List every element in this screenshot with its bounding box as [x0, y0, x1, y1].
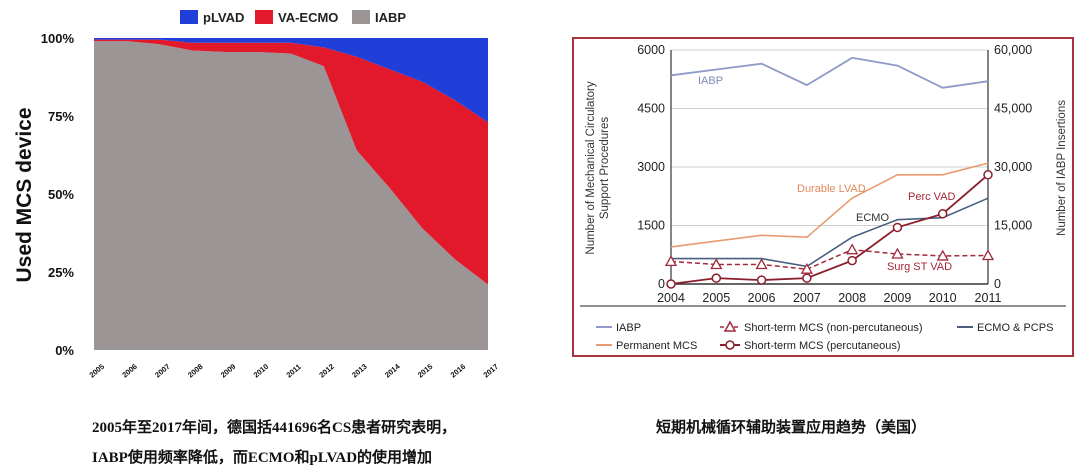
- legend-label-iabp: IABP: [375, 10, 406, 25]
- left-x-ticks: 2005 2006 2007 2008 2009 2010 2011 2012 2013 2014…: [88, 361, 501, 379]
- right-y-left-tick-label: 6000: [637, 43, 665, 57]
- right-y-right-tick-label: 15,000: [994, 219, 1032, 233]
- left-y-tick-label: 100%: [41, 31, 75, 46]
- legend-text-short-nonperc: Short-term MCS (non-percutaneous): [744, 322, 923, 334]
- left-x-tick-label: 2008: [186, 362, 205, 380]
- right-y-right-tick-label: 0: [994, 277, 1001, 291]
- legend-swatch-iabp: [352, 10, 370, 24]
- series-line-permanent-mcs: [670, 162, 989, 248]
- left-legend: pLVAD VA-ECMO IABP: [180, 10, 406, 25]
- point-marker-short-term-mcs-percutaneous: [756, 275, 767, 285]
- series-line-short-term-mcs-non-percutaneous: [670, 248, 989, 270]
- right-series-lines: [664, 56, 995, 289]
- caption-left-line1: 2005年至2017年间，德国括441696名CS患者研究表明，: [92, 420, 457, 436]
- annot-ecmo: ECMO: [856, 212, 889, 224]
- left-x-tick-label: 2010: [252, 362, 271, 380]
- right-x-tick-label: 2005: [702, 291, 730, 305]
- right-y-right-title: Number of IABP Insertions: [1056, 100, 1068, 236]
- left-x-tick-label: 2012: [317, 362, 336, 380]
- right-y-right-tick-label: 45,000: [994, 102, 1032, 116]
- point-marker-short-term-mcs-percutaneous: [847, 255, 857, 266]
- series-line-ecmo-pcps: [671, 197, 989, 268]
- right-x-tick-label: 2008: [838, 291, 866, 305]
- left-y-ticks: 100% 75% 50% 25% 0%: [41, 31, 75, 358]
- legend-label-plvad: pLVAD: [203, 10, 244, 25]
- left-y-tick-label: 0%: [55, 343, 74, 358]
- annot-iabp: IABP: [698, 75, 723, 87]
- left-x-tick-label: 2006: [120, 362, 139, 380]
- right-x-tick-label: 2010: [929, 291, 957, 305]
- left-x-tick-label: 2013: [350, 362, 369, 380]
- legend-marker-circle: [725, 340, 735, 350]
- left-area-iabp: [94, 41, 488, 350]
- right-gridlines: [670, 49, 989, 285]
- legend-text-permanent: Permanent MCS: [616, 340, 697, 352]
- point-marker-short-term-mcs-non-percutaneous: [846, 243, 859, 255]
- right-x-tick-label: 2009: [884, 291, 912, 305]
- point-marker-short-term-mcs-non-percutaneous: [891, 247, 904, 259]
- left-x-tick-label: 2014: [383, 361, 402, 379]
- right-y-left-tick-label: 1500: [637, 219, 665, 233]
- point-marker-short-term-mcs-percutaneous: [937, 209, 948, 219]
- left-x-tick-label: 2007: [153, 362, 172, 380]
- right-x-ticks: 2004 2005 2006 2007 2008 2009 2010 2011: [657, 291, 1001, 305]
- left-chart: pLVAD VA-ECMO IABP Used MCS device 100% 7…: [13, 10, 500, 380]
- legend-label-vaecmo: VA-ECMO: [278, 10, 338, 25]
- left-y-tick-label: 25%: [48, 265, 74, 280]
- left-area-vaecmo: [94, 39, 488, 285]
- right-y-left-tick-label: 4500: [637, 102, 665, 116]
- point-marker-short-term-mcs-non-percutaneous: [664, 255, 678, 267]
- left-x-tick-label: 2016: [449, 362, 468, 380]
- point-marker-short-term-mcs-non-percutaneous: [710, 258, 723, 270]
- right-x-tick-label: 2011: [975, 291, 1002, 305]
- annot-durable: Durable LVAD: [797, 183, 866, 195]
- legend-swatch-plvad: [180, 10, 198, 24]
- left-y-tick-label: 50%: [48, 187, 74, 202]
- left-x-tick-label: 2005: [88, 362, 107, 380]
- legend-text-short-perc: Short-term MCS (percutaneous): [744, 340, 901, 352]
- point-marker-short-term-mcs-non-percutaneous: [800, 262, 813, 274]
- right-x-tick-label: 2007: [793, 291, 821, 305]
- legend-swatch-vaecmo: [255, 10, 273, 24]
- right-y-left-title-line2: Support Procedures: [599, 117, 611, 220]
- legend-text-iabp: IABP: [616, 322, 641, 334]
- legend-text-ecmo-pcps: ECMO & PCPS: [977, 322, 1053, 334]
- right-x-tick-label: 2006: [748, 291, 776, 305]
- point-marker-short-term-mcs-non-percutaneous: [936, 249, 949, 261]
- right-y-left-tick-label: 3000: [637, 160, 665, 174]
- caption-right: 短期机械循环辅助装置应用趋势（美国）: [656, 419, 927, 436]
- annot-surg: Surg ST VAD: [887, 261, 952, 273]
- left-x-tick-label: 2015: [416, 362, 435, 380]
- right-y-left-title-line1: Number of Mechanical Circulatory: [585, 81, 597, 254]
- point-marker-short-term-mcs-percutaneous: [802, 273, 812, 283]
- left-area-plvad: [94, 38, 488, 123]
- point-marker-short-term-mcs-percutaneous: [892, 222, 903, 233]
- right-chart-frame: [572, 37, 1074, 357]
- right-y-ticks: 6000 4500 3000 1500 0 60,000 45,000 30,000 15,00…: [637, 43, 1032, 291]
- annot-perc: Perc VAD: [908, 191, 956, 203]
- series-line-short-term-mcs-percutaneous: [670, 174, 989, 285]
- point-marker-short-term-mcs-percutaneous: [711, 273, 722, 283]
- point-marker-short-term-mcs-non-percutaneous: [981, 249, 995, 261]
- right-chart: Number of Mechanical Circulatory Support…: [572, 37, 1074, 357]
- left-x-tick-label: 2017: [482, 362, 501, 380]
- left-x-tick-label: 2011: [285, 362, 303, 379]
- point-marker-short-term-mcs-non-percutaneous: [755, 258, 768, 270]
- series-line-iabp: [670, 56, 989, 89]
- left-x-tick-label: 2009: [219, 362, 238, 380]
- point-marker-short-term-mcs-percutaneous: [666, 279, 676, 289]
- left-y-tick-label: 75%: [48, 109, 74, 124]
- right-y-right-tick-label: 60,000: [994, 43, 1032, 57]
- right-legend: IABP Short-term MCS (non-percutaneous) E…: [580, 305, 1066, 352]
- left-area-layers: [94, 38, 488, 350]
- right-y-left-tick-label: 0: [658, 277, 665, 291]
- left-y-title: Used MCS device: [13, 107, 36, 282]
- point-marker-short-term-mcs-percutaneous: [983, 170, 993, 180]
- caption-left-line2: IABP使用频率降低，而ECMO和pLVAD的使用增加: [92, 450, 433, 466]
- right-y-right-tick-label: 30,000: [994, 160, 1032, 174]
- legend-marker-triangle: [723, 320, 737, 332]
- right-x-tick-label: 2004: [657, 291, 685, 305]
